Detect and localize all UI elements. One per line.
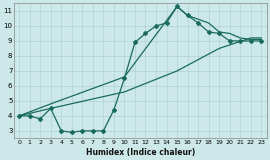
X-axis label: Humidex (Indice chaleur): Humidex (Indice chaleur) [86, 148, 195, 156]
